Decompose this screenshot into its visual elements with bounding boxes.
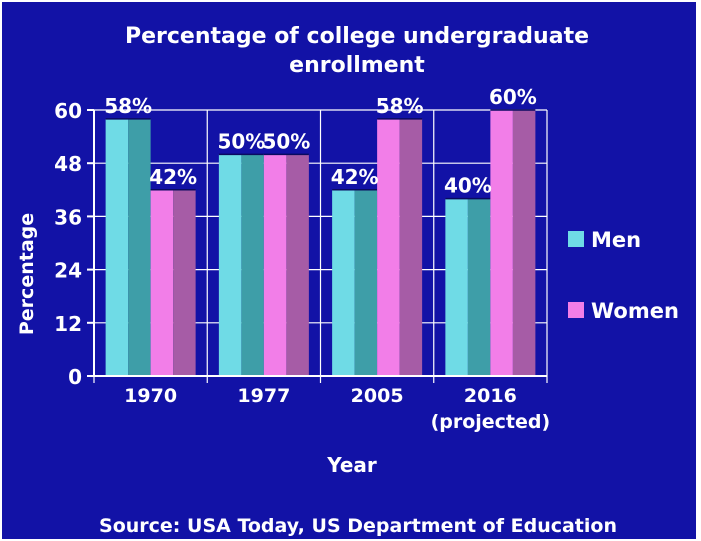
bar-women-1970	[150, 189, 174, 376]
legend-swatch-women	[568, 302, 584, 318]
x-tick-label: 2016	[464, 385, 517, 407]
y-tick-label: 60	[54, 99, 82, 123]
data-label: 58%	[104, 94, 152, 118]
bar-women-1970-shade	[173, 189, 196, 376]
source-note: Source: USA Today, US Department of Educ…	[99, 515, 617, 537]
bar-women-2016-shade	[512, 110, 536, 376]
bar-women-2016	[490, 110, 513, 376]
axes: 0 12 24 36 48 60 1970 1977 2005 2016 (projected)	[54, 99, 550, 433]
y-tick-label: 48	[54, 152, 82, 176]
x-axis-label: Year	[326, 453, 377, 477]
chart-title-line-1: Percentage of college undergraduate	[125, 24, 589, 49]
x-tick-label: 1977	[237, 385, 290, 407]
data-label: 40%	[444, 174, 492, 198]
bar-women-1977-shade	[286, 154, 309, 376]
data-label: 50%	[217, 129, 265, 153]
bar-men-1970-shade	[128, 118, 151, 376]
y-tick-label: 0	[68, 365, 82, 389]
data-label: 42%	[149, 165, 197, 189]
y-tick-label: 12	[54, 312, 82, 336]
bar-women-1977	[263, 154, 287, 376]
bar-men-1977-shade	[241, 154, 264, 376]
legend-swatch-men	[568, 231, 584, 247]
bar-men-1970	[105, 118, 129, 376]
legend-label-women: Women	[591, 299, 679, 323]
bar-men-2005-shade	[354, 189, 378, 376]
data-labels: 58% 42% 50%50% 42% 58% 40% 60%	[104, 85, 537, 198]
legend: Men Women	[568, 228, 679, 323]
data-label: 50%	[262, 129, 310, 153]
x-tick-label: 2005	[351, 385, 404, 407]
y-tick-label: 24	[54, 259, 82, 283]
data-label: 58%	[376, 94, 424, 118]
chart-title-line-2: enrollment	[289, 53, 425, 78]
bar-men-2016-shade	[467, 198, 491, 376]
y-tick-label: 36	[54, 205, 82, 229]
x-tick-label: 1970	[124, 385, 177, 407]
x-tick-label: (projected)	[431, 411, 551, 433]
data-label: 60%	[489, 85, 537, 109]
bar-women-2005	[377, 118, 400, 376]
bar-men-2016	[445, 198, 468, 376]
data-label: 42%	[331, 165, 379, 189]
bars	[105, 109, 536, 376]
bar-men-2005	[332, 189, 355, 376]
bar-men-1977	[218, 154, 242, 376]
bar-women-2005-shade	[399, 118, 423, 376]
y-axis-label: Percentage	[16, 213, 38, 335]
legend-label-men: Men	[591, 228, 641, 252]
